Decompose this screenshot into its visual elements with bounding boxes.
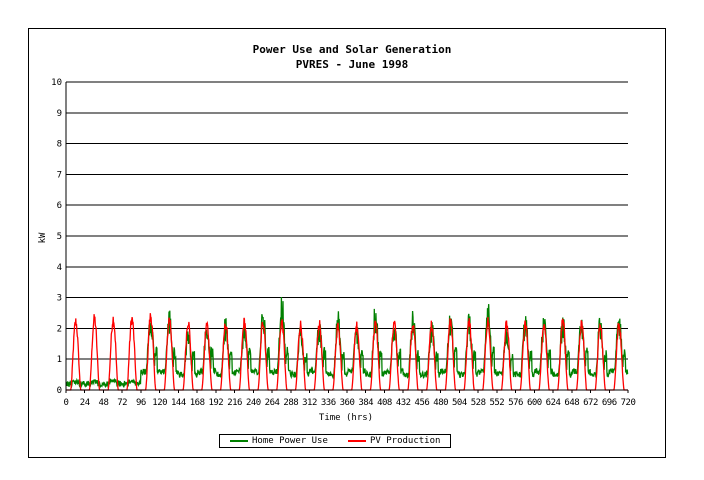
x-tick-336: 336 xyxy=(321,398,336,408)
legend-swatch-home-power-use xyxy=(230,439,248,442)
x-tick-600: 600 xyxy=(527,398,542,408)
chart-title-block: Power Use and Solar Generation PVRES - J… xyxy=(0,42,704,72)
x-tick-672: 672 xyxy=(583,398,598,408)
legend-item-pv-production: PV Production xyxy=(348,436,440,447)
y-tick-4: 4 xyxy=(57,263,62,273)
y-tick-9: 9 xyxy=(57,109,62,119)
chart-subtitle: PVRES - June 1998 xyxy=(295,58,409,71)
legend-label-pv-production: PV Production xyxy=(370,436,441,446)
x-tick-696: 696 xyxy=(602,398,617,408)
x-tick-552: 552 xyxy=(489,398,504,408)
x-tick-408: 408 xyxy=(377,398,392,408)
y-tick-7: 7 xyxy=(57,170,62,180)
y-tick-5: 5 xyxy=(57,232,62,242)
y-tick-3: 3 xyxy=(57,294,62,304)
axes xyxy=(65,82,629,393)
legend-item-home-power-use: Home Power Use xyxy=(230,436,328,447)
x-tick-192: 192 xyxy=(208,398,223,408)
x-tick-24: 24 xyxy=(80,398,90,408)
x-tick-480: 480 xyxy=(433,398,448,408)
grid-lines xyxy=(66,81,628,391)
x-tick-96: 96 xyxy=(136,398,146,408)
x-tick-288: 288 xyxy=(283,398,298,408)
y-tick-6: 6 xyxy=(57,201,62,211)
x-tick-144: 144 xyxy=(171,398,186,408)
legend-swatch-pv-production xyxy=(348,439,366,442)
x-tick-0: 0 xyxy=(64,398,69,408)
y-tick-2: 2 xyxy=(57,324,62,334)
x-tick-labels: 0 24 48 72 96 120 144 168 192 216 240 264 288 312 336 3… xyxy=(64,398,636,408)
y-axis-label: kW xyxy=(38,232,48,243)
x-tick-504: 504 xyxy=(452,398,467,408)
x-tick-240: 240 xyxy=(246,398,261,408)
x-tick-360: 360 xyxy=(340,398,355,408)
x-tick-576: 576 xyxy=(508,398,523,408)
y-tick-1: 1 xyxy=(57,355,62,365)
x-tick-720: 720 xyxy=(621,398,636,408)
x-tick-648: 648 xyxy=(564,398,579,408)
x-tick-384: 384 xyxy=(358,398,373,408)
y-tick-0: 0 xyxy=(57,386,62,396)
line-home-power-use xyxy=(65,296,629,389)
x-tick-120: 120 xyxy=(152,398,167,408)
x-tick-456: 456 xyxy=(415,398,430,408)
chart-title: Power Use and Solar Generation xyxy=(252,43,452,56)
x-tick-216: 216 xyxy=(227,398,242,408)
x-tick-48: 48 xyxy=(99,398,109,408)
legend: Home Power Use PV Production xyxy=(219,434,451,448)
x-tick-168: 168 xyxy=(190,398,205,408)
x-axis-label: Time (hrs) xyxy=(319,413,373,423)
x-tick-624: 624 xyxy=(546,398,561,408)
chart-frame xyxy=(28,28,666,458)
y-tick-labels: 0 1 2 3 4 5 6 7 8 9 10 xyxy=(51,78,62,396)
legend-label-home-power-use: Home Power Use xyxy=(252,436,328,446)
x-tick-72: 72 xyxy=(117,398,127,408)
x-tick-432: 432 xyxy=(396,398,411,408)
x-tick-528: 528 xyxy=(471,398,486,408)
y-tick-8: 8 xyxy=(57,140,62,150)
series-home-power-use xyxy=(65,296,629,389)
x-tick-312: 312 xyxy=(302,398,317,408)
x-tick-264: 264 xyxy=(265,398,280,408)
y-tick-10: 10 xyxy=(51,78,62,88)
